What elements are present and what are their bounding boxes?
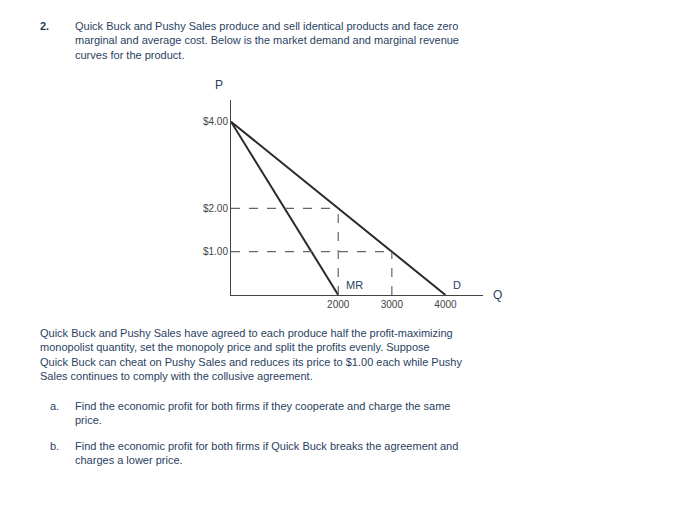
svg-text:Quick Buck and Pushy Sales hav: Quick Buck and Pushy Sales have agreed t… <box>40 327 462 382</box>
svg-text:P: P <box>215 78 223 92</box>
svg-text:$4.00: $4.00 <box>203 116 228 127</box>
svg-text:Find the economic profit for b: Find the economic profit for both firms … <box>75 400 450 426</box>
svg-text:Q: Q <box>493 288 502 302</box>
svg-text:$2.00: $2.00 <box>203 203 228 214</box>
svg-text:3000: 3000 <box>381 299 404 310</box>
svg-text:D: D <box>453 279 461 291</box>
svg-text:2000: 2000 <box>327 299 350 310</box>
svg-text:a.: a. <box>50 400 59 412</box>
svg-text:$1.00: $1.00 <box>203 246 228 257</box>
svg-text:4000: 4000 <box>434 299 457 310</box>
svg-text:MR: MR <box>346 279 363 291</box>
svg-text:b.: b. <box>50 440 59 452</box>
svg-text:Find the economic profit for b: Find the economic profit for both firms … <box>75 440 458 466</box>
svg-text:2.: 2. <box>40 20 49 32</box>
svg-text:Quick Buck and Pushy Sales pro: Quick Buck and Pushy Sales produce and s… <box>75 20 459 61</box>
